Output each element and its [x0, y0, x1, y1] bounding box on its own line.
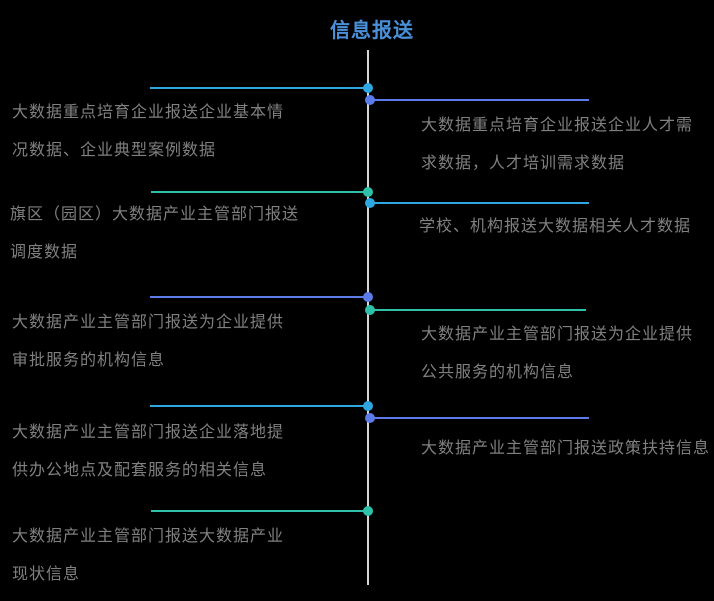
connector-line	[150, 405, 368, 407]
label-line: 供办公地点及配套服务的相关信息	[12, 462, 268, 479]
label-line: 审批服务的机构信息	[12, 352, 166, 369]
label-line: 旗区（园区）大数据产业主管部门报送	[10, 206, 300, 223]
branch-label: 学校、机构报送大数据相关人才数据	[419, 208, 691, 246]
label-line: 大数据重点培育企业报送企业基本情	[12, 104, 285, 121]
branch-label: 大数据产业主管部门报送为企业提供 审批服务的机构信息	[12, 304, 284, 380]
connector-line	[369, 99, 589, 101]
connector-line	[150, 296, 368, 298]
label-line: 公共服务的机构信息	[421, 364, 575, 381]
label-line: 况数据、企业典型案例数据	[12, 142, 217, 159]
label-line: 大数据产业主管部门报送政策扶持信息	[421, 440, 711, 457]
label-line: 大数据产业主管部门报送为企业提供	[421, 326, 694, 343]
label-line: 学校、机构报送大数据相关人才数据	[419, 218, 692, 235]
connector-line	[369, 202, 589, 204]
connector-dot	[363, 187, 373, 197]
label-line: 大数据产业主管部门报送大数据产业	[12, 528, 285, 545]
branch-label: 大数据重点培育企业报送企业基本情 况数据、企业典型案例数据	[12, 94, 284, 170]
branch-label: 大数据重点培育企业报送企业人才需 求数据，人才培训需求数据	[421, 107, 693, 183]
connector-dot	[365, 413, 375, 423]
connector-dot	[365, 95, 375, 105]
spine-line	[367, 50, 369, 585]
connector-dot	[363, 292, 373, 302]
connector-dot	[363, 401, 373, 411]
connector-line	[151, 191, 368, 193]
label-line: 调度数据	[10, 244, 79, 261]
branch-label: 旗区（园区）大数据产业主管部门报送 调度数据	[10, 196, 299, 272]
connector-dot	[363, 506, 373, 516]
connector-dot	[363, 83, 373, 93]
connector-line	[369, 309, 586, 311]
label-line: 大数据产业主管部门报送企业落地提	[12, 424, 285, 441]
label-line: 大数据重点培育企业报送企业人才需	[421, 117, 694, 134]
connector-line	[151, 510, 368, 512]
label-line: 求数据，人才培训需求数据	[421, 155, 626, 172]
label-line: 大数据产业主管部门报送为企业提供	[12, 314, 285, 331]
connector-line	[150, 87, 368, 89]
diagram-title: 信息报送	[330, 20, 414, 42]
branch-label: 大数据产业主管部门报送大数据产业 现状信息	[12, 518, 284, 594]
branch-label: 大数据产业主管部门报送企业落地提 供办公地点及配套服务的相关信息	[12, 414, 284, 490]
connector-line	[369, 417, 589, 419]
connector-dot	[365, 198, 375, 208]
branch-label: 大数据产业主管部门报送政策扶持信息	[421, 430, 710, 468]
branch-label: 大数据产业主管部门报送为企业提供 公共服务的机构信息	[421, 316, 693, 392]
connector-dot	[365, 305, 375, 315]
label-line: 现状信息	[12, 566, 81, 583]
